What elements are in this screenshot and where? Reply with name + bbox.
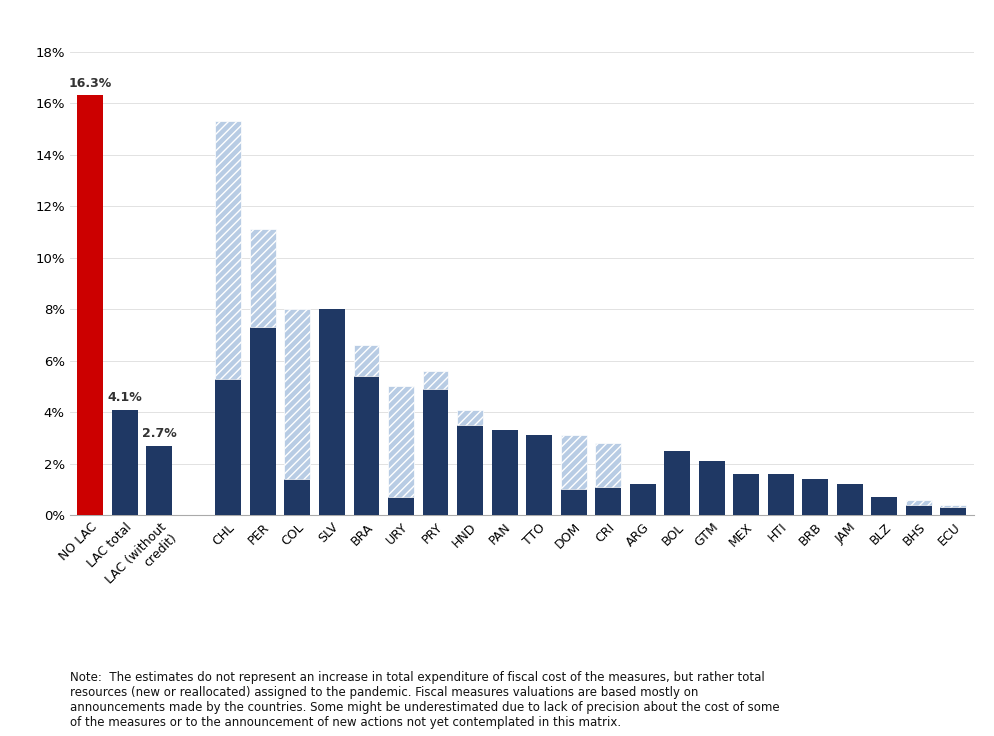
Bar [78,96,103,515]
Bar [249,328,276,515]
Bar [388,498,414,515]
Bar [767,474,794,515]
Text: 16.3%: 16.3% [69,77,112,91]
Bar [216,379,242,515]
Bar [354,376,380,515]
Bar [422,371,448,389]
Bar [457,410,483,425]
Bar [457,425,483,515]
Bar [906,500,931,505]
Bar [940,508,966,515]
Bar [216,121,242,379]
Text: Note:  The estimates do not represent an increase in total expenditure of fiscal: Note: The estimates do not represent an … [70,670,779,729]
Bar [561,436,586,489]
Bar [664,450,690,515]
Bar [906,505,931,515]
Bar [734,474,759,515]
Bar [595,443,621,487]
Bar [940,505,966,508]
Text: 2.7%: 2.7% [142,428,177,440]
Bar [630,484,656,515]
Bar [595,487,621,515]
Bar [837,484,863,515]
Bar [284,479,310,515]
Bar [319,309,345,515]
Bar [388,386,414,498]
Bar [872,498,898,515]
Bar [112,410,138,515]
Bar [492,430,518,515]
Bar [561,489,586,515]
Text: 4.1%: 4.1% [107,392,142,405]
Bar [284,309,310,479]
Bar [146,446,172,515]
Bar [526,436,552,515]
Bar [422,389,448,515]
Bar [699,461,725,515]
Bar [249,230,276,328]
Bar [354,345,380,376]
Bar [802,479,828,515]
